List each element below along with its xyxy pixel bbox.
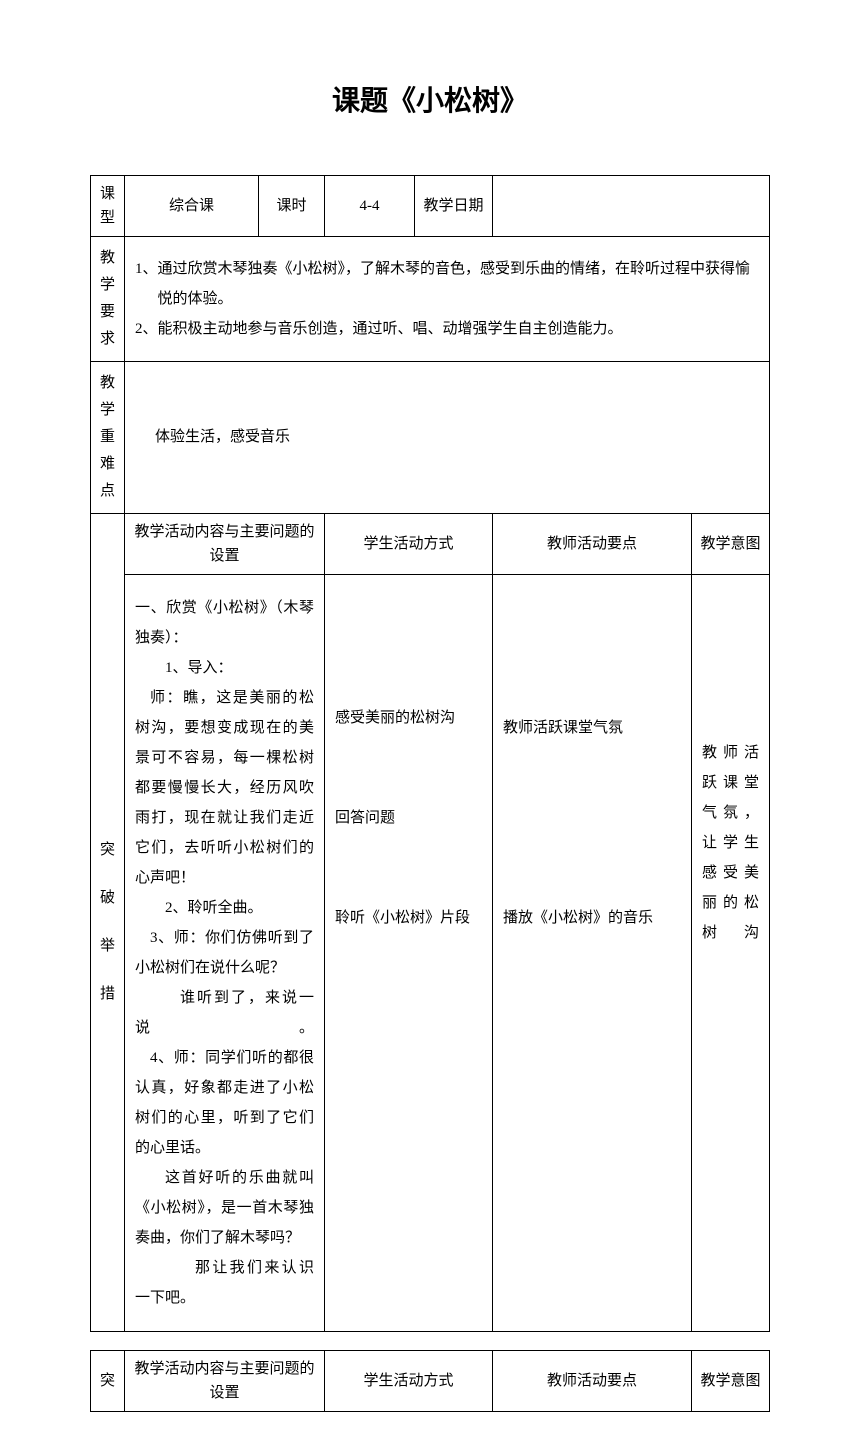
c1-line2: 1、导入：	[135, 653, 314, 683]
content-col1: 一、欣赏《小松树》（木琴独奏）： 1、导入： 师：瞧，这是美丽的松树沟，要想变成…	[125, 574, 325, 1331]
c2-p3: 聆听《小松树》片段	[335, 903, 482, 933]
type-label: 课型	[91, 175, 125, 236]
main-table: 课型 综合课 课时 4-4 教学日期 教 学 要 求 1、通过欣赏木琴独奏《小松…	[90, 175, 770, 1332]
footer-col4: 教学意图	[692, 1350, 770, 1411]
date-label: 教学日期	[415, 175, 493, 236]
requirements-row: 教 学 要 求 1、通过欣赏木琴独奏《小松树》，了解木琴的音色，感受到乐曲的情绪…	[91, 236, 770, 361]
footer-col2: 学生活动方式	[325, 1350, 493, 1411]
c2-p2: 回答问题	[335, 803, 482, 833]
c1-line5: 3、师：你们仿佛听到了小松树们在说什么呢？	[135, 923, 314, 983]
req-item-2: 2、能积极主动地参与音乐创造，通过听、唱、动增强学生自主创造能力。	[135, 314, 759, 344]
col2-header: 学生活动方式	[325, 513, 493, 574]
keypoints-content: 体验生活，感受音乐	[125, 361, 770, 513]
req-item-1: 1、通过欣赏木琴独奏《小松树》，了解木琴的音色，感受到乐曲的情绪，在聆听过程中获…	[135, 254, 759, 314]
page-title: 课题《小松树》	[90, 80, 770, 125]
col1-header: 教学活动内容与主要问题的设置	[125, 513, 325, 574]
footer-side: 突	[91, 1350, 125, 1411]
c1-line8: 这首好听的乐曲就叫《小松树》，是一首木琴独奏曲，你们了解木琴吗？	[135, 1163, 314, 1253]
keypoints-row: 教 学 重 难 点 体验生活，感受音乐	[91, 361, 770, 513]
c1-line7: 4、师：同学们听的都很认真，好象都走进了小松树们的心里，听到了它们的心里话。	[135, 1043, 314, 1163]
footer-col3: 教师活动要点	[493, 1350, 692, 1411]
c1-line9: 那让我们来认识一下吧。	[135, 1253, 314, 1313]
requirements-content: 1、通过欣赏木琴独奏《小松树》，了解木琴的音色，感受到乐曲的情绪，在聆听过程中获…	[125, 236, 770, 361]
c3-p1: 教师活跃课堂气氛	[503, 713, 681, 743]
footer-table: 突 教学活动内容与主要问题的设置 学生活动方式 教师活动要点 教学意图	[90, 1350, 770, 1412]
c3-p2: 播放《小松树》的音乐	[503, 903, 681, 933]
c2-p1: 感受美丽的松树沟	[335, 703, 482, 733]
content-col3: 教师活跃课堂气氛 播放《小松树》的音乐	[493, 574, 692, 1331]
main-content-row: 一、欣赏《小松树》（木琴独奏）： 1、导入： 师：瞧，这是美丽的松树沟，要想变成…	[91, 574, 770, 1331]
header-row: 课型 综合课 课时 4-4 教学日期	[91, 175, 770, 236]
period-label: 课时	[259, 175, 325, 236]
side-label: 突 破 举 措	[91, 513, 125, 1331]
columns-header-row: 突 破 举 措 教学活动内容与主要问题的设置 学生活动方式 教师活动要点 教学意…	[91, 513, 770, 574]
period-value: 4-4	[325, 175, 415, 236]
c1-line3: 师：瞧，这是美丽的松树沟，要想变成现在的美景可不容易，每一棵松树都要慢慢长大，经…	[135, 683, 314, 893]
content-col4: 教师活跃课堂气氛，让学生感受美丽的松树沟	[692, 574, 770, 1331]
col4-header: 教学意图	[692, 513, 770, 574]
date-value	[493, 175, 770, 236]
footer-col1: 教学活动内容与主要问题的设置	[125, 1350, 325, 1411]
c4-p1-a: 教师活跃课堂气氛，让学生感受美丽的松树沟	[702, 738, 759, 948]
content-col2: 感受美丽的松树沟 回答问题 聆听《小松树》片段	[325, 574, 493, 1331]
requirements-label: 教 学 要 求	[91, 236, 125, 361]
c1-line6: 谁听到了，来说一说。	[135, 983, 314, 1043]
keypoints-label: 教 学 重 难 点	[91, 361, 125, 513]
col3-header: 教师活动要点	[493, 513, 692, 574]
c1-line4: 2、聆听全曲。	[135, 893, 314, 923]
keypoints-text: 体验生活，感受音乐	[155, 429, 290, 445]
type-value: 综合课	[125, 175, 259, 236]
footer-row: 突 教学活动内容与主要问题的设置 学生活动方式 教师活动要点 教学意图	[91, 1350, 770, 1411]
c1-line1: 一、欣赏《小松树》（木琴独奏）：	[135, 593, 314, 653]
